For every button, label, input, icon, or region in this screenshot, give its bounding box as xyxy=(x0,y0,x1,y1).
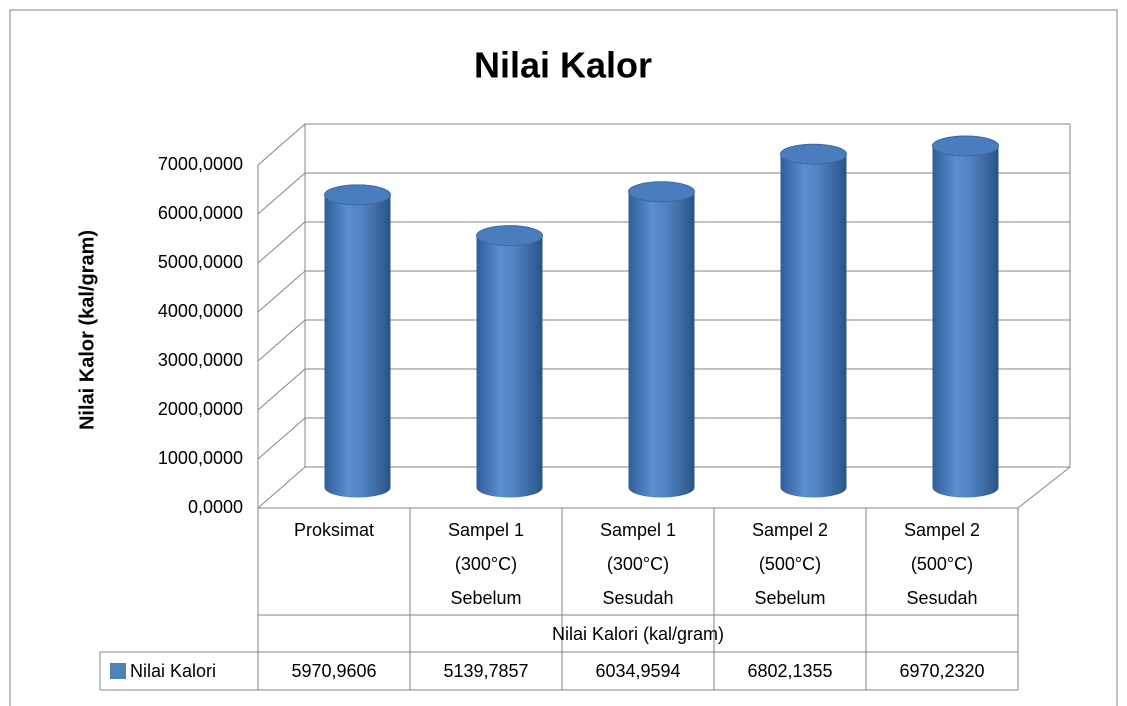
x-tick-label: Sebelum xyxy=(754,588,825,608)
value-label: 6970,2320 xyxy=(899,661,984,681)
y-tick-label: 6000,0000 xyxy=(158,203,243,223)
bar xyxy=(932,135,999,498)
value-label: 5970,9606 xyxy=(291,661,376,681)
x-tick-label: (300°C) xyxy=(455,554,517,574)
x-tick-label: Sampel 1 xyxy=(448,520,524,540)
bar-top xyxy=(324,184,391,206)
chart-frame xyxy=(9,9,1118,706)
x-tick-label: Sampel 2 xyxy=(752,520,828,540)
y-tick-label: 3000,0000 xyxy=(158,350,243,370)
y-tick-label: 1000,0000 xyxy=(158,448,243,468)
y-tick-label: 7000,0000 xyxy=(158,154,243,174)
x-tick-label: Sesudah xyxy=(602,588,673,608)
x-tick-label: (500°C) xyxy=(911,554,973,574)
bar xyxy=(780,143,847,498)
bar-top xyxy=(780,143,847,165)
bar-body xyxy=(628,191,695,498)
bar-body xyxy=(932,145,999,498)
bars xyxy=(324,135,999,498)
bar xyxy=(628,181,695,498)
bar-body xyxy=(780,154,847,498)
bar xyxy=(324,184,391,498)
x-tick-label: Sampel 1 xyxy=(600,520,676,540)
bar-top xyxy=(476,225,543,247)
bar-top xyxy=(628,181,695,203)
value-label: 6034,9594 xyxy=(595,661,680,681)
x-tick-label: Sampel 2 xyxy=(904,520,980,540)
bar-top xyxy=(932,135,999,157)
grid xyxy=(257,123,1071,509)
y-tick-label: 0,0000 xyxy=(188,497,243,517)
x-tick-label: (500°C) xyxy=(759,554,821,574)
x-axis-title: Nilai Kalori (kal/gram) xyxy=(552,624,724,644)
data-table: 0,0000 1000,0000 2000,0000 3000,0000 4000,00… xyxy=(99,154,1019,691)
bar-body xyxy=(324,194,391,498)
value-label: 6802,1355 xyxy=(747,661,832,681)
x-tick-label: Sebelum xyxy=(450,588,521,608)
y-tick-label: 4000,0000 xyxy=(158,301,243,321)
legend-key xyxy=(110,663,126,679)
chart-title: Nilai Kalor xyxy=(474,45,652,86)
y-tick-label: 5000,0000 xyxy=(158,252,243,272)
x-tick-label: Sesudah xyxy=(906,588,977,608)
x-tick-label: (300°C) xyxy=(607,554,669,574)
bar xyxy=(476,225,543,498)
y-tick-label: 2000,0000 xyxy=(158,399,243,419)
legend-label: Nilai Kalori xyxy=(130,661,216,681)
bar-body xyxy=(476,235,543,498)
x-tick-label: Proksimat xyxy=(294,520,374,540)
y-axis-title: Nilai Kalor (kal/gram) xyxy=(76,230,98,430)
value-label: 5139,7857 xyxy=(443,661,528,681)
